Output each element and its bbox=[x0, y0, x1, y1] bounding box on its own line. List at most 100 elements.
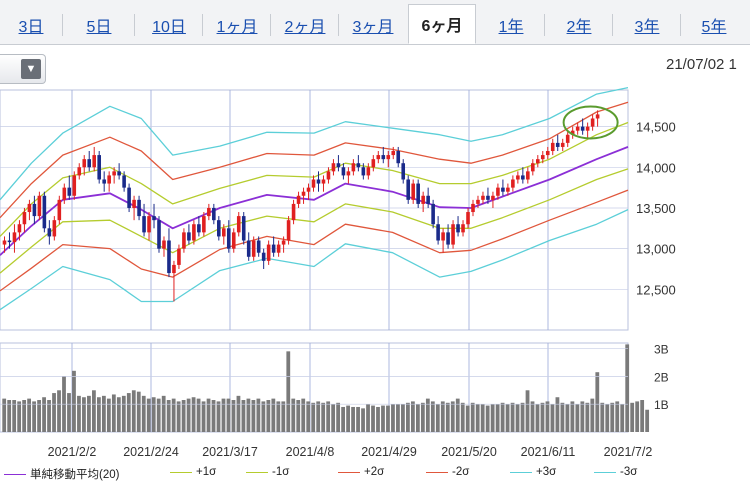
candle-body bbox=[246, 240, 251, 257]
candle-body bbox=[461, 224, 465, 233]
candle-body bbox=[177, 248, 181, 265]
volume-bar bbox=[301, 398, 306, 432]
tab-6-months[interactable]: 6ヶ月 bbox=[408, 4, 476, 44]
candle-body bbox=[311, 179, 316, 188]
candle-body bbox=[192, 224, 196, 241]
x-tick-label: 2021/6/11 bbox=[521, 445, 576, 459]
candle-body bbox=[550, 142, 555, 152]
candle-body bbox=[560, 142, 565, 147]
tab-2-months[interactable]: 2ヶ月 bbox=[284, 19, 326, 36]
volume-bar bbox=[266, 400, 271, 432]
volume-bar bbox=[206, 398, 211, 432]
tab-3-months[interactable]: 3ヶ月 bbox=[352, 19, 394, 36]
candle-body bbox=[306, 187, 311, 192]
tab-10-days[interactable]: 10日 bbox=[152, 19, 186, 36]
volume-bar bbox=[535, 404, 540, 432]
volume-bar bbox=[271, 398, 276, 432]
candle-body bbox=[251, 240, 256, 257]
legend-item-plus-3-sigma: +3σ bbox=[510, 466, 556, 478]
tab-3-days[interactable]: 3日 bbox=[18, 19, 44, 36]
volume-bar bbox=[575, 404, 580, 432]
candle-body bbox=[172, 264, 176, 274]
tab-separator bbox=[680, 14, 681, 36]
candle-body bbox=[356, 163, 361, 168]
candle-body bbox=[77, 167, 82, 176]
chart-legend: 単純移動平均(20) +1σ -1σ +2σ -2σ +3σ -3σ bbox=[0, 466, 750, 486]
tab-5-days[interactable]: 5日 bbox=[86, 19, 112, 36]
candle-body bbox=[351, 163, 356, 172]
volume-bar bbox=[465, 405, 470, 432]
date-axis: 2021/2/2 2021/2/24 2021/3/17 2021/4/8 2021/4… bbox=[48, 445, 653, 459]
candle-body bbox=[411, 183, 415, 200]
candle-body bbox=[540, 155, 545, 160]
y-tick-label: 13,000 bbox=[636, 242, 676, 257]
volume-bar bbox=[540, 402, 545, 432]
volume-bar bbox=[311, 402, 316, 432]
x-tick-label: 2021/4/8 bbox=[286, 445, 335, 459]
annotation-layer bbox=[562, 105, 619, 140]
tab-separator bbox=[202, 14, 203, 36]
volume-bar bbox=[595, 372, 600, 432]
volume-bar bbox=[391, 404, 395, 432]
volume-bar bbox=[121, 395, 126, 432]
volume-bar bbox=[221, 398, 226, 432]
candle-body bbox=[341, 167, 346, 176]
volume-bar bbox=[475, 404, 480, 432]
volume-bar bbox=[261, 401, 266, 432]
candle-body bbox=[531, 163, 535, 172]
candle-body bbox=[132, 199, 136, 208]
candle-body bbox=[87, 159, 92, 168]
volume-bar bbox=[12, 400, 17, 432]
volume-bar bbox=[396, 404, 400, 432]
candle-body bbox=[491, 195, 495, 200]
band-m3 bbox=[0, 209, 629, 311]
volume-bar bbox=[435, 404, 440, 432]
volume-bar bbox=[485, 405, 490, 432]
volume-bar bbox=[201, 401, 206, 432]
volume-bar bbox=[525, 390, 530, 432]
tab-separator bbox=[62, 14, 63, 36]
tab-2-years[interactable]: 2年 bbox=[566, 19, 592, 36]
volume-bar bbox=[346, 405, 350, 432]
candle-body bbox=[231, 232, 236, 249]
candle-body bbox=[431, 203, 435, 225]
tab-1-month[interactable]: 1ヶ月 bbox=[216, 19, 258, 36]
candle-body bbox=[182, 232, 186, 249]
tab-1-year[interactable]: 1年 bbox=[498, 19, 524, 36]
legend-swatch bbox=[170, 471, 192, 473]
x-tick-label: 2021/4/29 bbox=[361, 445, 417, 459]
tab-3-years[interactable]: 3年 bbox=[634, 19, 660, 36]
band-ma bbox=[0, 146, 629, 256]
volume-bar bbox=[425, 398, 430, 432]
volume-bar bbox=[236, 395, 241, 432]
candle-body bbox=[17, 224, 22, 233]
candle-body bbox=[585, 126, 590, 131]
volume-bar bbox=[580, 401, 585, 432]
volume-bar bbox=[635, 401, 640, 432]
chart-type-dropdown[interactable]: ▼ bbox=[0, 54, 46, 84]
candle-body bbox=[416, 183, 420, 204]
candle-body bbox=[516, 175, 520, 180]
candle-body bbox=[486, 195, 490, 200]
volume-bar bbox=[630, 402, 635, 432]
volume-bar bbox=[251, 400, 256, 432]
volume-bar bbox=[371, 405, 375, 432]
volume-bar bbox=[216, 401, 221, 432]
volume-bar bbox=[131, 390, 136, 432]
legend-swatch bbox=[510, 471, 532, 473]
volume-bar bbox=[351, 406, 355, 432]
volume-bar bbox=[306, 401, 311, 432]
volume-bar bbox=[366, 404, 370, 432]
legend-swatch bbox=[246, 471, 268, 473]
volume-axis: 3B 2B 1B bbox=[0, 343, 669, 412]
candle-body bbox=[565, 134, 570, 143]
candle-body bbox=[421, 195, 425, 204]
tab-5-years[interactable]: 5年 bbox=[701, 19, 727, 36]
candle-body bbox=[451, 224, 455, 245]
volume-bar bbox=[32, 401, 36, 432]
candle-body bbox=[535, 159, 540, 164]
tab-separator bbox=[338, 14, 339, 36]
candle-body bbox=[545, 151, 550, 156]
candle-body bbox=[456, 224, 460, 233]
candle-body bbox=[2, 240, 7, 245]
